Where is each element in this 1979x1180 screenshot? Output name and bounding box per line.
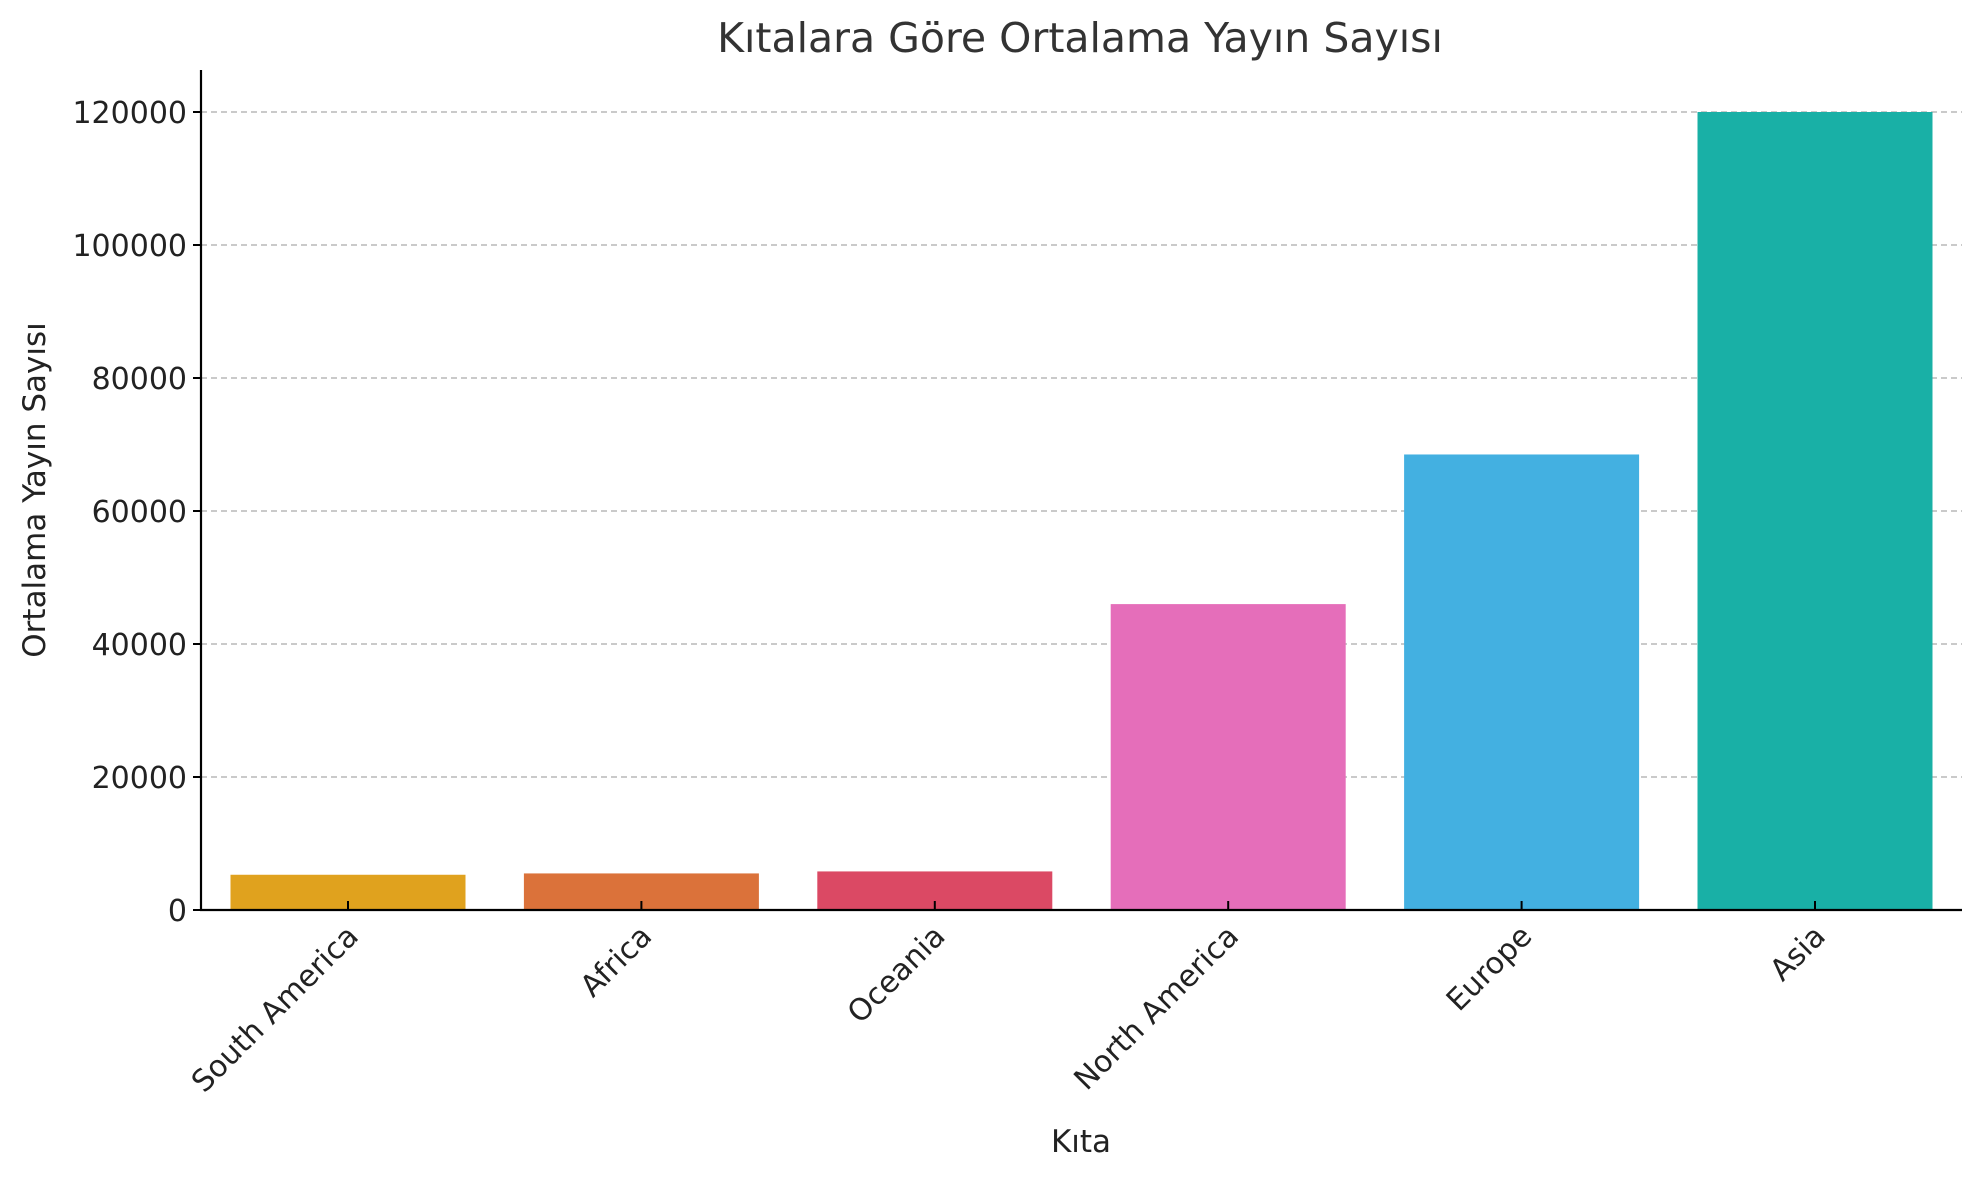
x-tick-label: North America [1068, 919, 1246, 1097]
y-tick-label: 20000 [92, 761, 187, 796]
bars [230, 112, 1933, 910]
y-tick-label: 60000 [92, 495, 187, 530]
bar-asia [1697, 112, 1933, 910]
x-tick-label: Oceania [841, 919, 953, 1031]
x-tick-label: Asia [1763, 919, 1832, 988]
y-tick-label: 40000 [92, 628, 187, 663]
y-axis-label: Ortalama Yayın Sayısı [17, 322, 53, 657]
bar-europe [1404, 454, 1640, 910]
y-tick-label: 120000 [72, 96, 187, 131]
x-tick-label: Europe [1440, 919, 1539, 1018]
x-tick-label: South America [185, 919, 366, 1100]
x-axis-ticks: South America Africa Oceania North America E… [185, 901, 1833, 1100]
x-tick-label: Africa [574, 919, 659, 1004]
chart-title: Kıtalara Göre Ortalama Yayın Sayısı [717, 14, 1443, 62]
gridlines [201, 111, 1962, 778]
y-axis-ticks: 0 20000 40000 60000 80000 100000 120000 [72, 96, 201, 929]
y-tick-label: 100000 [72, 229, 187, 264]
y-tick-label: 0 [168, 894, 187, 929]
x-axis-label: Kıta [1051, 1124, 1111, 1160]
y-tick-label: 80000 [92, 362, 187, 397]
bar-north-america [1110, 604, 1346, 910]
